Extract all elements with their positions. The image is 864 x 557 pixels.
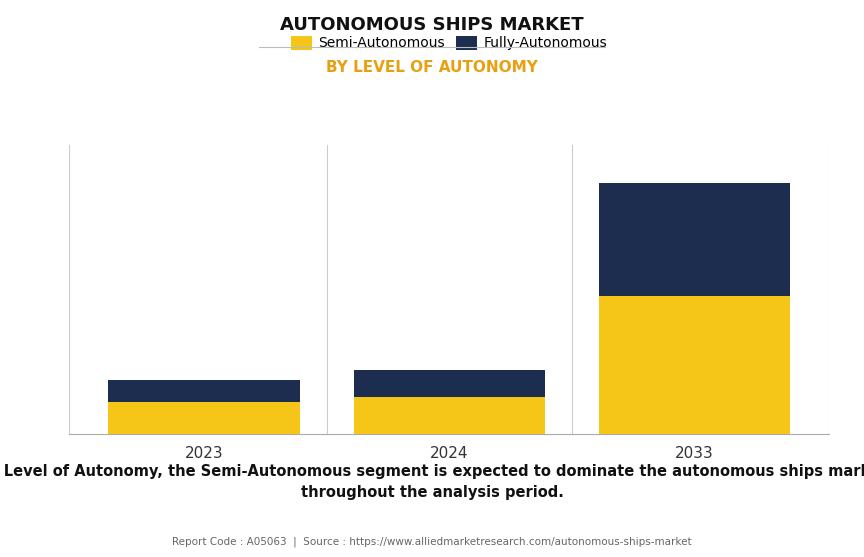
Text: Report Code : A05063  |  Source : https://www.alliedmarketresearch.com/autonomou: Report Code : A05063 | Source : https://… [172, 536, 692, 546]
Legend: Semi-Autonomous, Fully-Autonomous: Semi-Autonomous, Fully-Autonomous [285, 30, 613, 56]
Bar [599, 183, 791, 296]
Text: By Level of Autonomy, the Semi-Autonomous segment is expected to dominate the au: By Level of Autonomy, the Semi-Autonomou… [0, 464, 864, 500]
Text: AUTONOMOUS SHIPS MARKET: AUTONOMOUS SHIPS MARKET [280, 16, 584, 34]
Text: BY LEVEL OF AUTONOMY: BY LEVEL OF AUTONOMY [326, 61, 538, 75]
Bar [108, 380, 300, 402]
Bar [599, 296, 791, 434]
Bar [353, 397, 545, 434]
Bar [353, 370, 545, 397]
Bar [108, 402, 300, 434]
